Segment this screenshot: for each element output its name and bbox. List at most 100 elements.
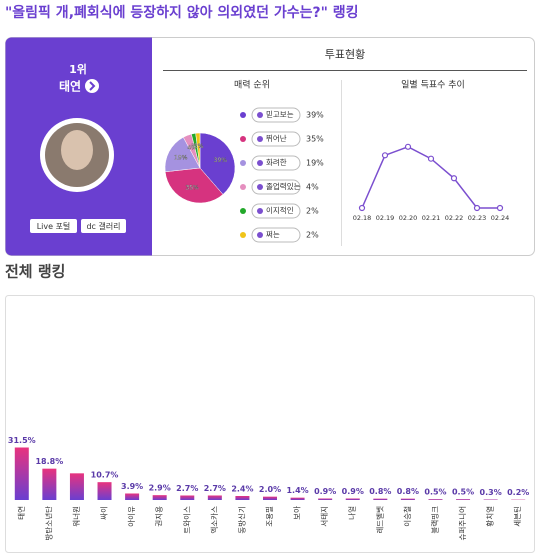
bar-value-label: 2.9% [149,484,171,493]
legend-pill [251,179,301,195]
x-tick-label: 황치열 [485,506,495,527]
bar [125,493,140,500]
chart-title: 전체 랭킹 [5,263,65,281]
legend-icon [257,208,263,214]
legend-pill [251,203,301,219]
rank: 1위 [69,63,87,76]
legend-value: 4% [306,183,319,192]
slice-label: 35% [185,185,199,192]
legend-icon [257,184,263,190]
legend-value: 39% [306,111,324,120]
gallery-button[interactable] [81,219,126,233]
legend-value: 19% [306,159,324,168]
bar-value-label: 2.7% [204,484,226,493]
x-tick-label: 보아 [292,506,302,520]
bar [290,497,305,500]
legend-icon [257,112,263,118]
pie-slice [199,132,236,195]
legend-label: 졸업력있는 [266,182,301,191]
live-button-label[interactable]: Live 포털 [37,221,71,231]
x-tick-label: 싸이 [99,506,109,520]
legend-icon [257,232,263,238]
bar [456,499,471,500]
bar-value-label: 10.7% [91,471,119,480]
bar [207,495,222,500]
line-point [381,152,389,159]
legend-label: 이지적인 [266,205,294,215]
x-tick-label: 슈퍼주니어 [457,506,467,541]
legend-swatch [240,208,246,214]
bar-value-label: 0.2% [507,488,529,497]
legend-value: 2% [306,231,319,240]
legend-swatch [240,160,246,166]
bar-value-label: 18.8% [35,457,63,466]
legend-value: 35% [306,135,324,144]
bar [428,499,443,500]
x-tick-label: 02.24 [491,214,510,222]
ranking-box [5,295,535,553]
x-tick-label: 방탄소년단 [43,506,53,541]
legend-label: 믿고보는 [266,110,294,119]
legend-icon [257,136,263,142]
bar-value-label: 0.5% [452,488,474,497]
legend-icon [257,160,263,166]
x-tick-label: 02.21 [422,214,441,222]
x-tick-label: 블랙핑크 [429,506,439,534]
line-point [450,175,458,182]
bar [483,499,498,500]
pie-slice [164,167,224,204]
line-point [358,204,366,212]
x-tick-label: 02.19 [376,214,395,222]
legend-swatch [240,112,246,118]
slice-label: 19% [174,154,188,161]
legend-swatch [240,232,246,238]
x-tick-label: 엑소카스 [209,506,219,534]
line-point [404,143,412,150]
bar [345,498,360,500]
page-title: "올림픽 개,폐회식에 등장하지 않아 의외였던 가수는?" 랭킹 [5,4,359,21]
line-point [427,155,435,162]
x-tick-label: 트와이스 [181,506,191,534]
legend-pill [251,155,301,171]
line-point [496,204,504,212]
bar-value-label: 0.9% [342,487,364,496]
bar [263,496,277,500]
bar [14,447,29,500]
gallery-button-label[interactable]: dc 갤러리 [86,221,120,231]
bar [97,482,112,500]
bar-value-label: 2.4% [231,485,253,494]
x-tick-label: 02.20 [399,214,418,222]
x-tick-label: 아이유 [126,506,136,527]
chart-title: 매력 순위 [234,79,270,91]
bar-value-label: 0.5% [424,488,446,497]
legend-pill [251,107,301,123]
arrow-glyph [89,81,96,91]
x-tick-label: 02.18 [353,214,372,222]
arrow-icon[interactable] [85,79,99,93]
legend-swatch [240,184,246,190]
legend-pill [251,227,301,243]
bar [69,473,84,500]
bar-value-label: 2.7% [176,484,198,493]
bar-value-label: 3.9% [121,482,143,491]
legend-label: 화려한 [266,157,287,167]
slice-label: 2% [191,143,201,150]
bar [373,498,388,500]
chart-title: 일별 득표수 추이 [401,80,465,91]
section-title: 투표현황 [325,48,365,61]
x-tick-label: 동방신기 [236,506,246,534]
bar [42,468,57,500]
bar-value-label: 0.3% [480,488,502,497]
x-tick-label: 서태지 [320,506,329,527]
x-tick-label: 02.22 [445,214,464,222]
bar-value-label: 31.5% [8,436,36,445]
slice-label: 2% [194,143,204,150]
legend-label: 뛰어난 [266,133,287,143]
live-button[interactable] [30,219,77,233]
pie-slice [164,136,201,173]
bar [180,495,195,500]
bar-value-label: 0.8% [397,487,419,496]
legend-value: 2% [306,207,319,216]
